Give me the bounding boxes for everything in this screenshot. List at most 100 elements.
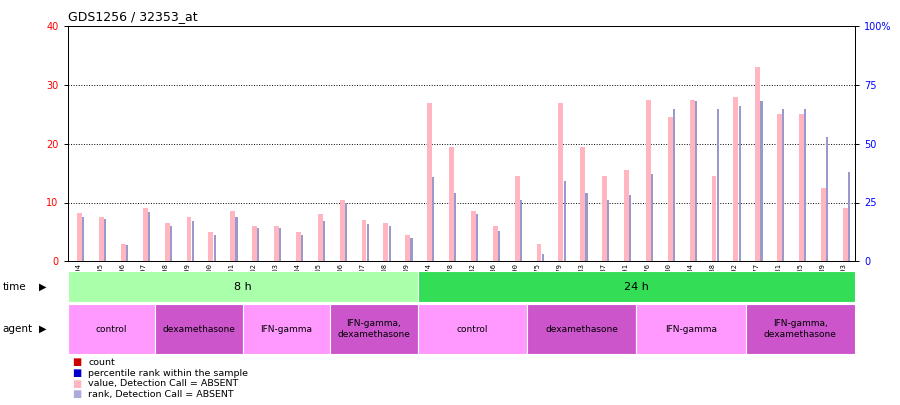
Bar bbox=[274, 226, 279, 261]
Bar bbox=[799, 115, 804, 261]
Bar bbox=[318, 214, 323, 261]
Bar bbox=[213, 235, 216, 261]
Text: ■: ■ bbox=[72, 379, 81, 388]
Bar bbox=[170, 226, 172, 261]
Text: agent: agent bbox=[3, 324, 32, 334]
Bar bbox=[432, 177, 435, 261]
Bar bbox=[542, 254, 544, 261]
Text: ▶: ▶ bbox=[39, 281, 46, 292]
Bar bbox=[745, 304, 855, 354]
Bar bbox=[712, 176, 716, 261]
Text: time: time bbox=[3, 281, 26, 292]
Text: IFN-gamma: IFN-gamma bbox=[665, 324, 717, 334]
Bar bbox=[739, 106, 741, 261]
Text: IFN-gamma,
dexamethasone: IFN-gamma, dexamethasone bbox=[338, 320, 410, 339]
Text: GDS1256 / 32353_at: GDS1256 / 32353_at bbox=[68, 10, 197, 23]
Bar bbox=[236, 217, 238, 261]
Bar bbox=[362, 220, 366, 261]
Bar bbox=[428, 103, 432, 261]
Text: control: control bbox=[95, 324, 127, 334]
Bar bbox=[826, 137, 828, 261]
Bar bbox=[695, 102, 697, 261]
Text: ■: ■ bbox=[72, 358, 81, 367]
Bar bbox=[673, 109, 675, 261]
Bar bbox=[689, 100, 695, 261]
Bar bbox=[843, 208, 848, 261]
Bar bbox=[99, 217, 104, 261]
Bar bbox=[580, 147, 585, 261]
Bar bbox=[418, 304, 526, 354]
Text: IFN-gamma,
dexamethasone: IFN-gamma, dexamethasone bbox=[764, 320, 837, 339]
Bar bbox=[366, 224, 369, 261]
Bar bbox=[624, 170, 629, 261]
Bar bbox=[471, 211, 476, 261]
Bar bbox=[476, 214, 478, 261]
Bar bbox=[778, 115, 782, 261]
Bar bbox=[383, 223, 388, 261]
Text: 8 h: 8 h bbox=[234, 281, 251, 292]
Bar bbox=[646, 100, 651, 261]
Text: ■: ■ bbox=[72, 368, 81, 378]
Bar bbox=[668, 117, 672, 261]
Bar bbox=[230, 211, 235, 261]
Text: value, Detection Call = ABSENT: value, Detection Call = ABSENT bbox=[88, 379, 238, 388]
Text: IFN-gamma: IFN-gamma bbox=[260, 324, 312, 334]
Bar bbox=[323, 221, 325, 261]
Text: rank, Detection Call = ABSENT: rank, Detection Call = ABSENT bbox=[88, 390, 234, 399]
Bar bbox=[559, 103, 563, 261]
Bar bbox=[121, 243, 126, 261]
Bar bbox=[629, 196, 631, 261]
Bar bbox=[257, 228, 259, 261]
Bar bbox=[493, 226, 498, 261]
Bar bbox=[449, 147, 454, 261]
Bar bbox=[563, 181, 566, 261]
Bar bbox=[345, 202, 347, 261]
Bar bbox=[330, 304, 418, 354]
Bar bbox=[296, 232, 301, 261]
Bar bbox=[848, 172, 850, 261]
Bar bbox=[252, 226, 257, 261]
Bar bbox=[339, 200, 345, 261]
Bar bbox=[636, 304, 745, 354]
Bar bbox=[608, 200, 609, 261]
Bar bbox=[389, 226, 391, 261]
Bar bbox=[192, 221, 194, 261]
Bar bbox=[536, 243, 542, 261]
Text: dexamethasone: dexamethasone bbox=[162, 324, 235, 334]
Bar bbox=[716, 109, 719, 261]
Bar bbox=[515, 176, 519, 261]
Bar bbox=[755, 67, 760, 261]
Bar bbox=[760, 102, 762, 261]
Bar bbox=[602, 176, 607, 261]
Bar bbox=[68, 271, 418, 302]
Bar bbox=[242, 304, 330, 354]
Text: percentile rank within the sample: percentile rank within the sample bbox=[88, 369, 248, 377]
Bar bbox=[651, 174, 653, 261]
Bar bbox=[526, 304, 636, 354]
Bar bbox=[82, 217, 85, 261]
Bar bbox=[301, 235, 303, 261]
Bar bbox=[520, 200, 522, 261]
Text: dexamethasone: dexamethasone bbox=[545, 324, 618, 334]
Bar bbox=[405, 235, 410, 261]
Bar bbox=[821, 188, 826, 261]
Bar bbox=[104, 219, 106, 261]
Text: 24 h: 24 h bbox=[624, 281, 649, 292]
Bar bbox=[143, 208, 148, 261]
Bar bbox=[498, 231, 500, 261]
Text: count: count bbox=[88, 358, 115, 367]
Bar bbox=[165, 223, 169, 261]
Bar bbox=[186, 217, 192, 261]
Bar bbox=[454, 193, 456, 261]
Bar bbox=[77, 213, 82, 261]
Text: control: control bbox=[456, 324, 488, 334]
Bar bbox=[279, 228, 282, 261]
Text: ▶: ▶ bbox=[39, 324, 46, 334]
Bar bbox=[148, 212, 150, 261]
Bar bbox=[155, 304, 242, 354]
Bar bbox=[804, 109, 806, 261]
Bar bbox=[585, 193, 588, 261]
Bar bbox=[68, 304, 155, 354]
Bar bbox=[418, 271, 855, 302]
Text: ■: ■ bbox=[72, 389, 81, 399]
